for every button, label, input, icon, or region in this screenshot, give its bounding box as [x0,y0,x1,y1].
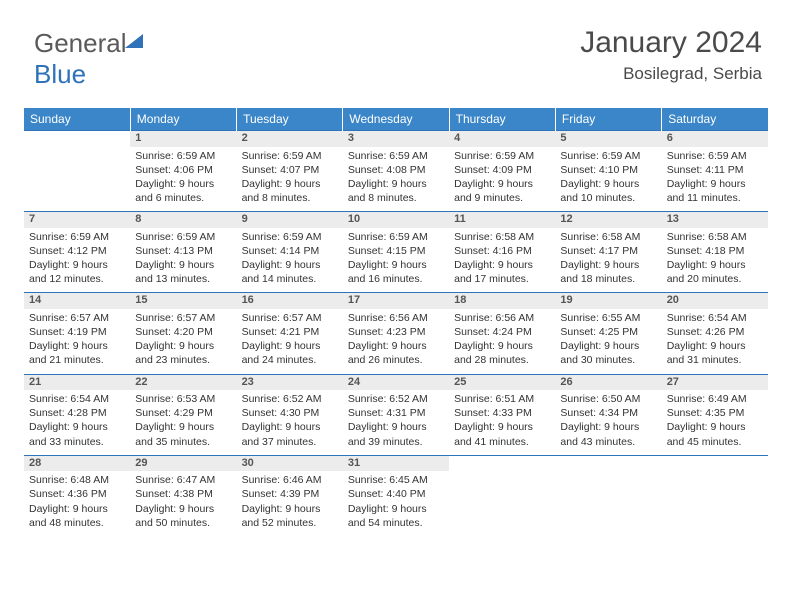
day-number-cell: 16 [237,293,343,309]
day-number-row: 14151617181920 [24,293,768,309]
weekday-header: Friday [555,108,661,131]
day-content-cell: Sunrise: 6:59 AMSunset: 4:10 PMDaylight:… [555,147,661,212]
weekday-header: Sunday [24,108,130,131]
day-content-cell: Sunrise: 6:49 AMSunset: 4:35 PMDaylight:… [662,390,768,455]
day-content-cell: Sunrise: 6:51 AMSunset: 4:33 PMDaylight:… [449,390,555,455]
day-content-cell: Sunrise: 6:55 AMSunset: 4:25 PMDaylight:… [555,309,661,374]
day-content-cell [24,147,130,212]
day-number-cell: 5 [555,131,661,147]
day-content-cell: Sunrise: 6:47 AMSunset: 4:38 PMDaylight:… [130,471,236,536]
day-number-cell: 14 [24,293,130,309]
day-content-cell: Sunrise: 6:59 AMSunset: 4:06 PMDaylight:… [130,147,236,212]
day-content-cell: Sunrise: 6:57 AMSunset: 4:19 PMDaylight:… [24,309,130,374]
day-number-row: 28293031 [24,455,768,471]
day-content-row: Sunrise: 6:59 AMSunset: 4:06 PMDaylight:… [24,147,768,212]
logo-triangle-icon [125,34,143,48]
day-content-row: Sunrise: 6:59 AMSunset: 4:12 PMDaylight:… [24,228,768,293]
day-number-cell: 22 [130,374,236,390]
day-number-cell: 3 [343,131,449,147]
day-number-cell: 2 [237,131,343,147]
day-number-cell: 31 [343,455,449,471]
day-number-cell: 25 [449,374,555,390]
day-number-cell: 1 [130,131,236,147]
weekday-header: Saturday [662,108,768,131]
day-number-cell: 10 [343,212,449,228]
day-content-cell: Sunrise: 6:46 AMSunset: 4:39 PMDaylight:… [237,471,343,536]
day-number-row: 21222324252627 [24,374,768,390]
day-content-cell: Sunrise: 6:58 AMSunset: 4:16 PMDaylight:… [449,228,555,293]
day-content-cell: Sunrise: 6:59 AMSunset: 4:13 PMDaylight:… [130,228,236,293]
day-number-cell: 17 [343,293,449,309]
day-content-cell: Sunrise: 6:54 AMSunset: 4:28 PMDaylight:… [24,390,130,455]
day-number-cell: 26 [555,374,661,390]
day-number-cell: 9 [237,212,343,228]
day-content-cell: Sunrise: 6:54 AMSunset: 4:26 PMDaylight:… [662,309,768,374]
weekday-header: Monday [130,108,236,131]
day-number-cell: 20 [662,293,768,309]
day-content-cell: Sunrise: 6:45 AMSunset: 4:40 PMDaylight:… [343,471,449,536]
day-number-cell: 15 [130,293,236,309]
day-number-cell [555,455,661,471]
day-number-cell [449,455,555,471]
day-number-cell: 19 [555,293,661,309]
logo-text-gray: General [34,28,127,58]
day-content-cell [555,471,661,536]
location: Bosilegrad, Serbia [580,64,762,84]
weekday-header: Tuesday [237,108,343,131]
day-content-cell: Sunrise: 6:58 AMSunset: 4:18 PMDaylight:… [662,228,768,293]
day-number-cell: 18 [449,293,555,309]
day-number-cell: 12 [555,212,661,228]
day-content-cell: Sunrise: 6:52 AMSunset: 4:31 PMDaylight:… [343,390,449,455]
day-number-cell: 4 [449,131,555,147]
day-number-cell: 23 [237,374,343,390]
day-content-cell [449,471,555,536]
day-number-cell: 21 [24,374,130,390]
day-number-cell: 7 [24,212,130,228]
day-number-row: 123456 [24,131,768,147]
day-number-cell: 24 [343,374,449,390]
logo-text-blue: Blue [34,59,86,89]
day-number-cell: 11 [449,212,555,228]
day-content-cell: Sunrise: 6:59 AMSunset: 4:07 PMDaylight:… [237,147,343,212]
day-content-cell: Sunrise: 6:58 AMSunset: 4:17 PMDaylight:… [555,228,661,293]
day-content-cell: Sunrise: 6:59 AMSunset: 4:14 PMDaylight:… [237,228,343,293]
day-number-cell: 6 [662,131,768,147]
day-number-cell: 27 [662,374,768,390]
day-number-cell: 30 [237,455,343,471]
day-content-cell: Sunrise: 6:56 AMSunset: 4:24 PMDaylight:… [449,309,555,374]
weekday-header: Thursday [449,108,555,131]
month-title: January 2024 [580,26,762,60]
day-content-cell: Sunrise: 6:59 AMSunset: 4:15 PMDaylight:… [343,228,449,293]
day-content-cell [662,471,768,536]
logo: General Blue [34,28,143,90]
day-content-cell: Sunrise: 6:59 AMSunset: 4:08 PMDaylight:… [343,147,449,212]
day-number-cell: 28 [24,455,130,471]
day-content-cell: Sunrise: 6:59 AMSunset: 4:11 PMDaylight:… [662,147,768,212]
day-content-cell: Sunrise: 6:53 AMSunset: 4:29 PMDaylight:… [130,390,236,455]
day-number-cell: 13 [662,212,768,228]
day-content-row: Sunrise: 6:48 AMSunset: 4:36 PMDaylight:… [24,471,768,536]
day-content-cell: Sunrise: 6:52 AMSunset: 4:30 PMDaylight:… [237,390,343,455]
day-number-cell: 8 [130,212,236,228]
day-content-row: Sunrise: 6:57 AMSunset: 4:19 PMDaylight:… [24,309,768,374]
title-block: January 2024 Bosilegrad, Serbia [580,26,762,84]
day-content-cell: Sunrise: 6:57 AMSunset: 4:21 PMDaylight:… [237,309,343,374]
weekday-header-row: SundayMondayTuesdayWednesdayThursdayFrid… [24,108,768,131]
day-number-cell [662,455,768,471]
calendar-table: SundayMondayTuesdayWednesdayThursdayFrid… [24,108,768,536]
weekday-header: Wednesday [343,108,449,131]
day-content-cell: Sunrise: 6:48 AMSunset: 4:36 PMDaylight:… [24,471,130,536]
day-content-cell: Sunrise: 6:50 AMSunset: 4:34 PMDaylight:… [555,390,661,455]
day-number-cell: 29 [130,455,236,471]
day-content-cell: Sunrise: 6:59 AMSunset: 4:12 PMDaylight:… [24,228,130,293]
day-content-cell: Sunrise: 6:59 AMSunset: 4:09 PMDaylight:… [449,147,555,212]
day-content-cell: Sunrise: 6:56 AMSunset: 4:23 PMDaylight:… [343,309,449,374]
day-number-cell [24,131,130,147]
day-content-cell: Sunrise: 6:57 AMSunset: 4:20 PMDaylight:… [130,309,236,374]
day-content-row: Sunrise: 6:54 AMSunset: 4:28 PMDaylight:… [24,390,768,455]
day-number-row: 78910111213 [24,212,768,228]
